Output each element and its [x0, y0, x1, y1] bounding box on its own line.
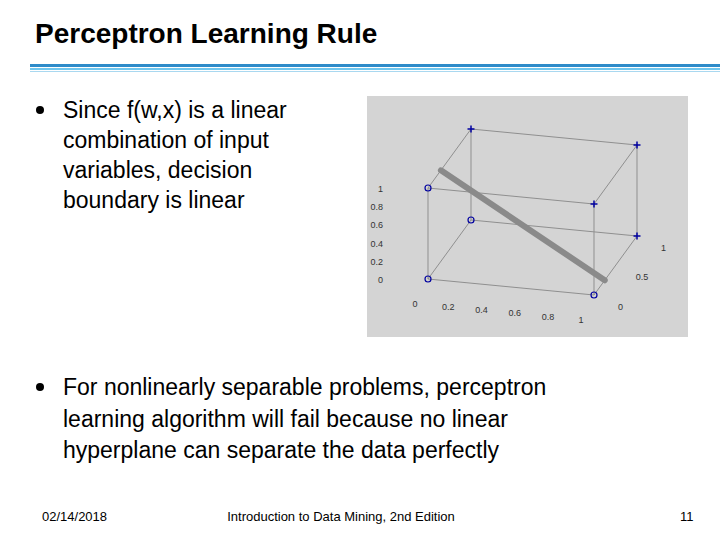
svg-text:0: 0 [413, 299, 418, 309]
svg-text:Since f(w,x) is a linear: Since f(w,x) is a linear [63, 97, 287, 123]
svg-text:0.8: 0.8 [542, 312, 555, 322]
svg-text:0.4: 0.4 [475, 305, 488, 315]
svg-text:boundary is linear: boundary is linear [63, 187, 245, 213]
svg-text:combination of input: combination of input [63, 127, 269, 153]
svg-text:Perceptron Learning Rule: Perceptron Learning Rule [35, 18, 377, 49]
svg-text:02/14/2018: 02/14/2018 [42, 509, 107, 524]
svg-text:learning algorithm will fail b: learning algorithm will fail because no … [63, 406, 508, 432]
svg-text:0: 0 [378, 275, 383, 285]
svg-text:0.4: 0.4 [370, 239, 383, 249]
svg-text:0: 0 [618, 302, 623, 312]
svg-text:0.8: 0.8 [370, 202, 383, 212]
svg-text:variables, decision: variables, decision [63, 157, 252, 183]
svg-text:0.5: 0.5 [636, 272, 649, 282]
svg-text:Introduction to Data Mining, 2: Introduction to Data Mining, 2nd Edition [227, 509, 455, 524]
svg-text:1: 1 [661, 243, 666, 253]
svg-text:0.2: 0.2 [442, 302, 455, 312]
svg-text:0.6: 0.6 [370, 220, 383, 230]
svg-text:For nonlinearly separable prob: For nonlinearly separable problems, perc… [63, 374, 546, 400]
svg-text:0.6: 0.6 [508, 308, 521, 318]
svg-text:11: 11 [680, 509, 694, 524]
svg-text:0.2: 0.2 [370, 257, 383, 267]
svg-text:hyperplane can separate the da: hyperplane can separate the data perfect… [63, 437, 500, 463]
svg-text:1: 1 [579, 315, 584, 325]
svg-text:1: 1 [378, 184, 383, 194]
